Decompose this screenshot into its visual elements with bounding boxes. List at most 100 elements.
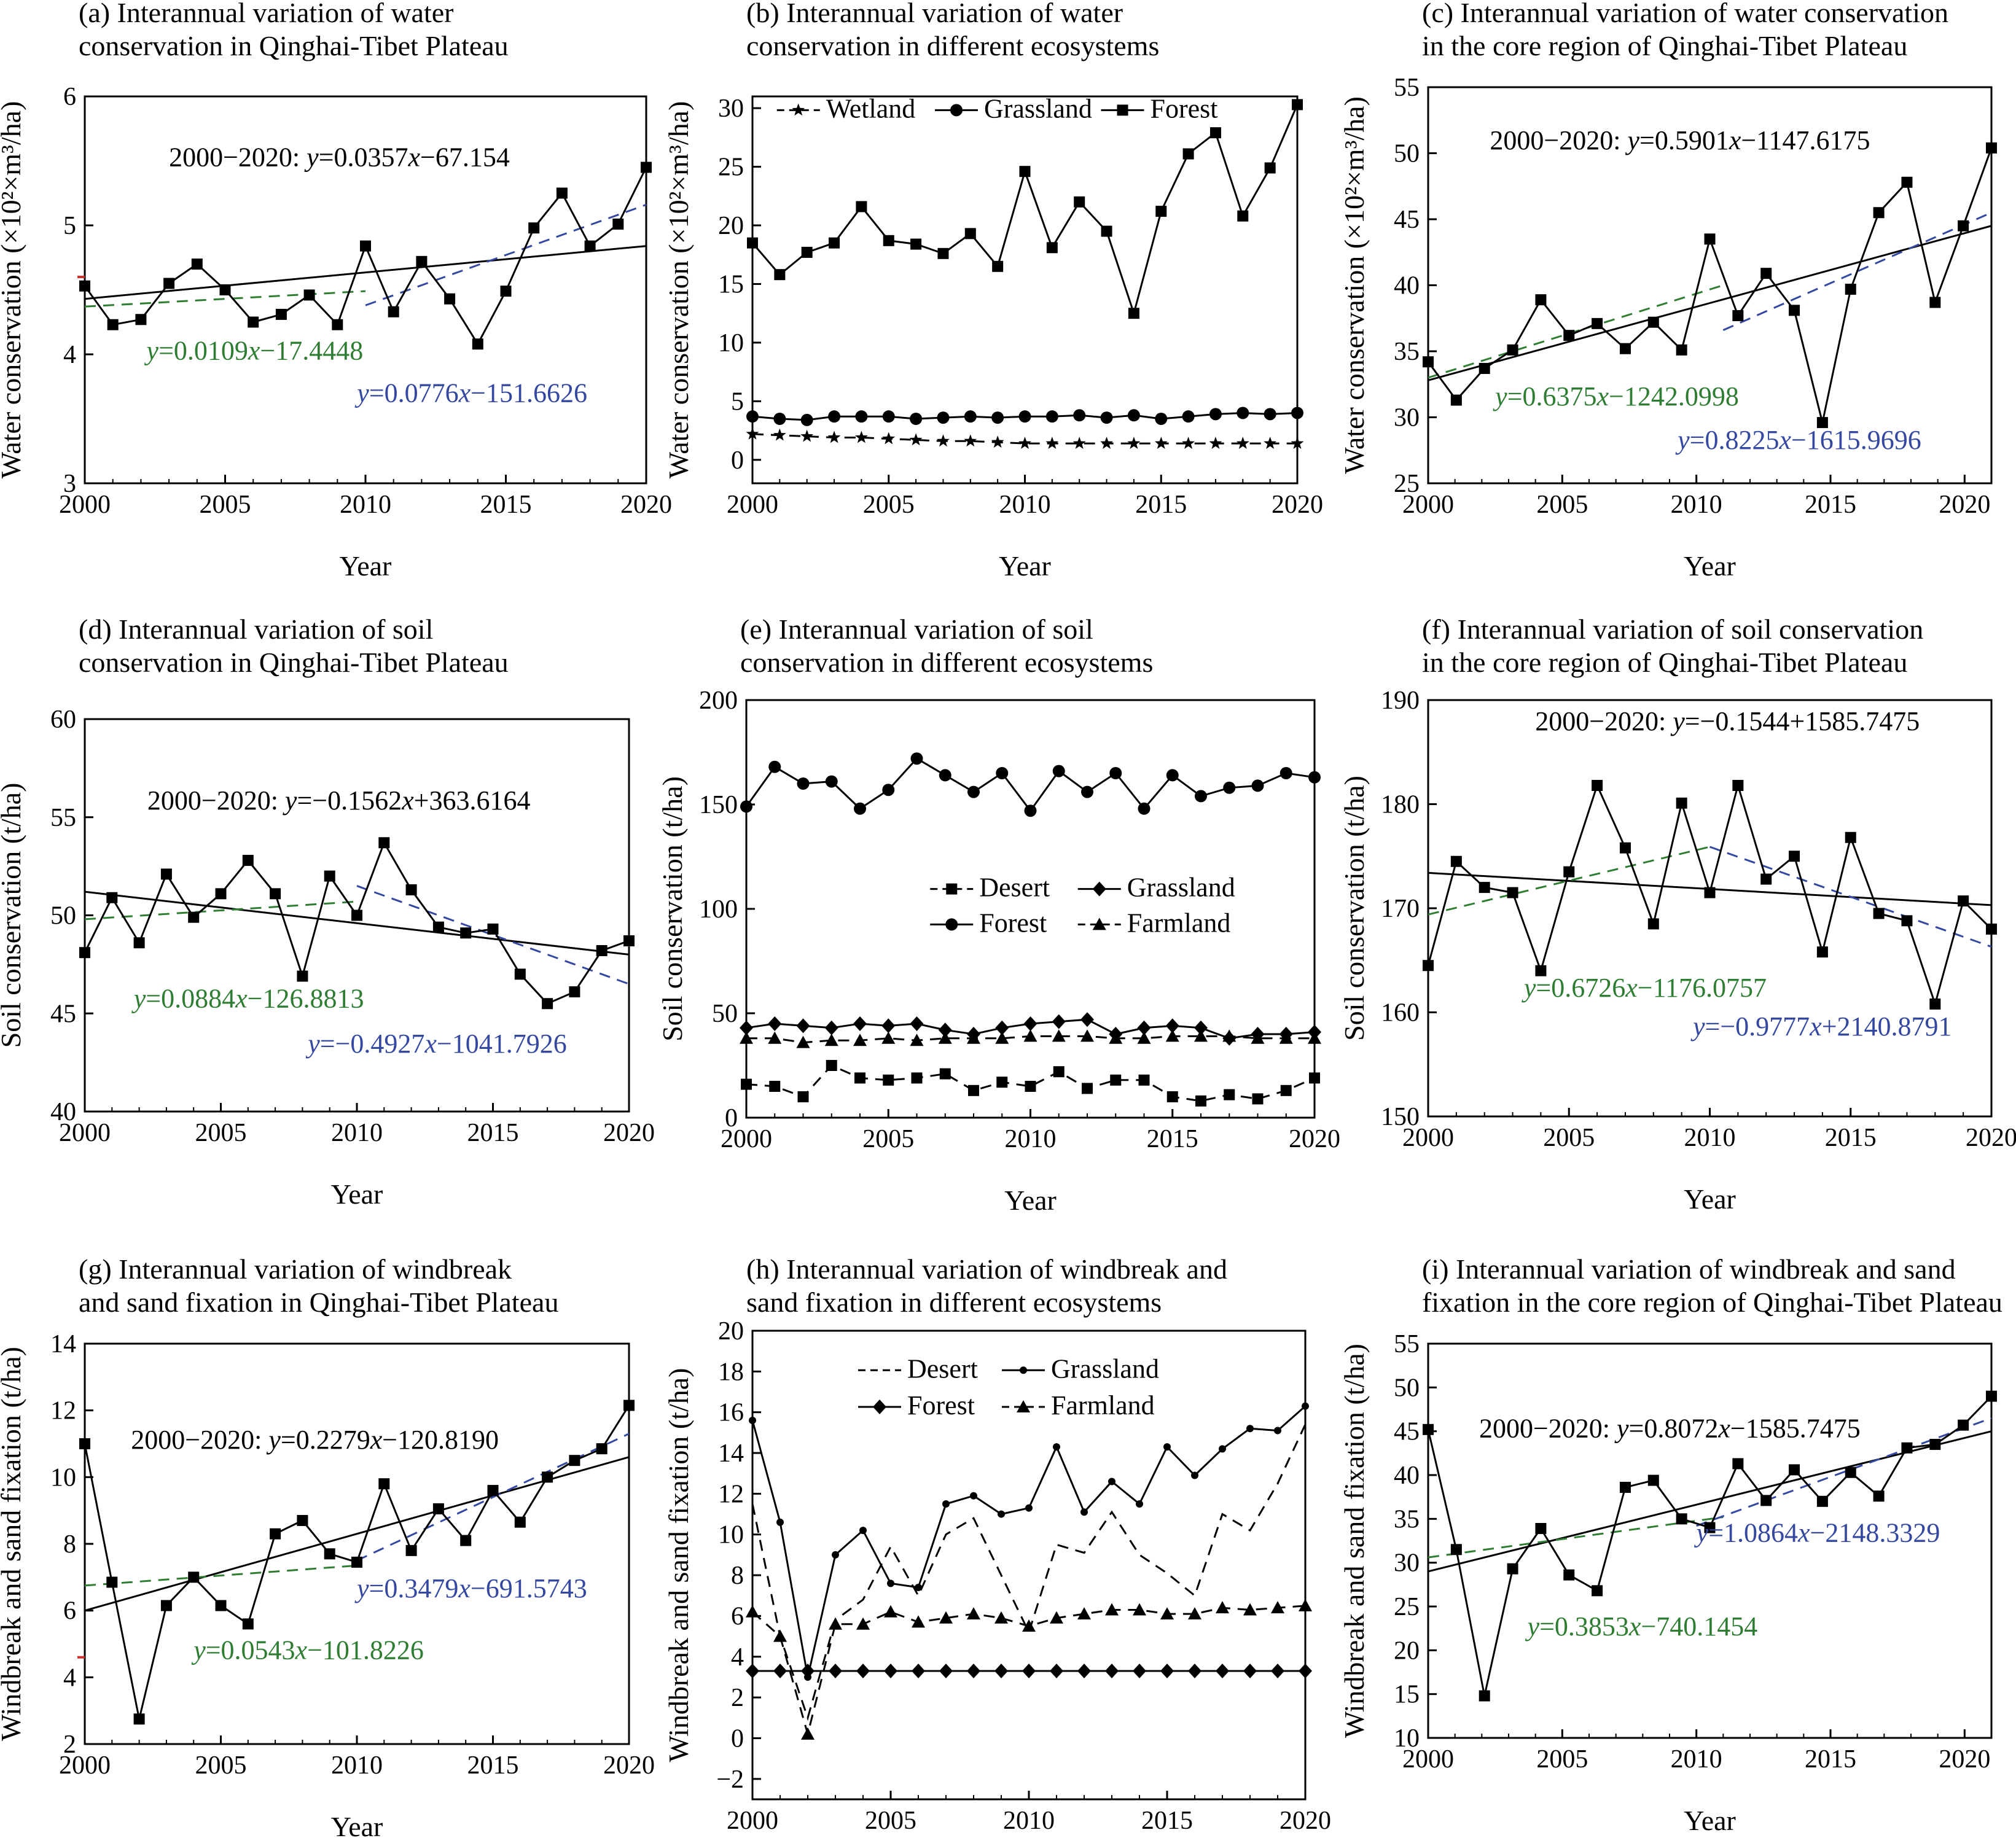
y-axis-label: Soil conservation (t/ha) — [1338, 776, 1370, 1041]
data-point — [1209, 127, 1221, 139]
data-point — [1110, 1074, 1122, 1086]
x-tick-label: 2005 — [1536, 1745, 1588, 1774]
data-point — [1479, 362, 1490, 374]
data-point — [968, 1084, 979, 1096]
data-point — [1074, 196, 1085, 208]
y-tick-label: 40 — [1394, 272, 1420, 300]
data-point — [1188, 1607, 1201, 1620]
data-point — [1676, 1513, 1687, 1525]
y-tick-label: 25 — [1394, 470, 1420, 498]
trend-equation: y=0.0109x−17.4448 — [144, 335, 364, 365]
trend-line — [84, 890, 630, 956]
trend-line — [356, 885, 630, 985]
trend-line — [1709, 846, 1992, 948]
x-tick-label: 2015 — [467, 1119, 519, 1147]
panel-title-line: (e) Interannual variation of soil — [740, 613, 1093, 645]
y-tick-label: 20 — [718, 212, 744, 240]
series-farmland — [746, 1599, 1312, 1740]
data-point — [270, 888, 281, 900]
data-point — [1072, 437, 1086, 449]
data-point — [135, 314, 147, 325]
equation-part: −1147.6175 — [1741, 125, 1870, 155]
data-point — [1195, 790, 1207, 803]
data-point — [740, 1031, 753, 1044]
legend-label: Desert — [907, 1353, 978, 1384]
data-point — [1647, 316, 1659, 328]
panel-g: (g) Interannual variation of windbreakan… — [0, 1253, 655, 1838]
data-point — [351, 909, 362, 921]
x-tick-label: 2005 — [865, 1807, 916, 1835]
legend-label: Grassland — [1051, 1353, 1159, 1384]
x-tick-label: 2000 — [1402, 491, 1454, 519]
data-point — [1251, 779, 1264, 792]
trend-equation: y=0.6726x−1176.0757 — [1522, 973, 1767, 1003]
x-axis-label: Year — [1684, 550, 1736, 582]
data-point — [1929, 1439, 1941, 1451]
data-point — [884, 1605, 897, 1618]
data-point — [1299, 1664, 1312, 1679]
data-point — [378, 1478, 390, 1490]
legend-item: Grassland — [934, 93, 1092, 123]
data-point — [855, 410, 868, 423]
data-point — [1873, 1490, 1885, 1502]
equation-part: =0.2279 — [281, 1425, 370, 1455]
data-point — [995, 1020, 1009, 1035]
equation-part: x — [1628, 1611, 1641, 1641]
y-tick-label: 15 — [1394, 1681, 1420, 1709]
x-axis-label: Year — [331, 1178, 383, 1210]
data-point — [297, 1514, 308, 1526]
data-point — [1138, 1074, 1150, 1086]
data-point — [1236, 437, 1249, 449]
data-point — [472, 338, 483, 350]
equation-part: −120.8190 — [382, 1425, 499, 1455]
data-point — [967, 1664, 980, 1679]
data-point — [188, 911, 200, 923]
data-point — [746, 1605, 759, 1618]
data-point — [1789, 1464, 1800, 1476]
data-point — [1108, 1478, 1115, 1486]
equation-part: y — [1522, 973, 1536, 1003]
data-point — [853, 1016, 867, 1031]
x-tick-label: 2020 — [1939, 491, 1990, 519]
data-point — [1101, 225, 1112, 237]
y-tick-label: 45 — [1394, 206, 1420, 234]
y-tick-label: 12 — [50, 1397, 76, 1425]
x-tick-label: 2015 — [1805, 491, 1856, 519]
data-point — [1816, 417, 1828, 429]
data-point — [1216, 1664, 1229, 1679]
data-point — [1224, 1089, 1235, 1100]
series — [1423, 142, 1997, 429]
panel-title-line: sand fixation in different ecosystems — [746, 1287, 1162, 1318]
legend-label: Forest — [979, 908, 1047, 938]
data-point — [1450, 394, 1462, 406]
data-point — [915, 1583, 922, 1591]
data-point — [773, 1629, 787, 1642]
data-point — [939, 1611, 953, 1624]
data-point — [910, 1016, 924, 1031]
data-point — [825, 775, 838, 788]
data-point — [964, 228, 976, 239]
data-point — [797, 777, 810, 790]
data-point — [303, 289, 315, 301]
data-point — [1160, 1664, 1174, 1679]
equation-part: y — [354, 378, 369, 408]
data-point — [911, 1072, 923, 1084]
y-tick-label: 2 — [731, 1684, 744, 1712]
data-point — [994, 1664, 1008, 1679]
y-tick-label: 2 — [63, 1731, 76, 1759]
plot-frame — [751, 95, 1299, 485]
equation-part: x — [458, 1573, 471, 1603]
y-tick-label: 45 — [1394, 1418, 1420, 1446]
x-tick-label: 2005 — [863, 491, 915, 519]
y-tick-label: 10 — [50, 1463, 76, 1492]
y-tick-label: 50 — [1394, 140, 1420, 168]
data-point — [1479, 882, 1490, 894]
data-point — [746, 427, 759, 440]
data-point — [1423, 1423, 1434, 1435]
equation-part: y — [131, 984, 146, 1014]
data-point — [1019, 166, 1031, 177]
x-tick-label: 2010 — [1005, 1125, 1057, 1153]
data-point — [1958, 1419, 1969, 1431]
y-tick-label: 14 — [50, 1330, 76, 1358]
equation-part: =0.0776 — [369, 378, 459, 408]
